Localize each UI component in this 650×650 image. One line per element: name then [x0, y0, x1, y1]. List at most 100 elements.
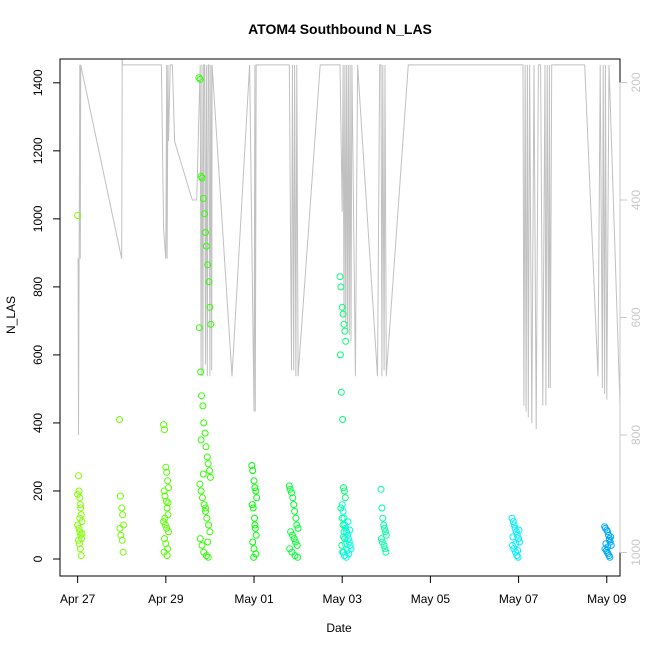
data-point [337, 283, 345, 291]
data-point [288, 489, 295, 497]
data-point [253, 494, 261, 502]
data-point [341, 327, 349, 335]
data-point [292, 514, 300, 522]
depth-trace-layer [77, 58, 621, 436]
series-3 [195, 74, 215, 561]
data-point [252, 531, 260, 539]
data-point [290, 501, 298, 509]
data-point [118, 536, 126, 544]
data-point [339, 310, 347, 318]
series-10 [601, 523, 615, 561]
data-point [379, 514, 387, 522]
data-point [345, 538, 353, 546]
data-point [75, 536, 82, 544]
depth-trace-line [77, 58, 621, 436]
data-point [291, 507, 299, 515]
right-tick-label: 400 [629, 190, 643, 210]
right-tick-label: 600 [629, 307, 643, 327]
data-point [382, 548, 390, 556]
data-point [77, 511, 85, 519]
data-point [203, 514, 211, 522]
data-point [286, 485, 294, 493]
data-point [249, 467, 257, 475]
data-point [250, 553, 258, 561]
y-tick-label: 1200 [31, 137, 45, 164]
data-point [202, 552, 210, 560]
x-tick-label: May 09 [587, 592, 627, 606]
data-point [77, 504, 85, 512]
data-point [163, 524, 171, 532]
data-point [285, 482, 293, 490]
data-point [251, 514, 258, 522]
data-point [160, 421, 168, 429]
data-point [346, 541, 354, 549]
data-point [377, 535, 385, 543]
data-point [339, 416, 347, 423]
data-point [338, 501, 346, 509]
data-point [251, 524, 259, 532]
data-point [339, 548, 347, 556]
data-point [381, 524, 388, 532]
data-point [382, 531, 390, 539]
data-point [338, 303, 346, 311]
y-tick-label: 1000 [31, 205, 45, 232]
data-point [206, 467, 213, 475]
data-point [606, 553, 614, 561]
data-point [201, 429, 209, 437]
data-point [204, 261, 212, 269]
data-point [165, 484, 172, 492]
data-point [338, 541, 346, 549]
data-point [164, 477, 172, 485]
data-point [340, 514, 348, 522]
y-axis-title: N_LAS [4, 296, 18, 334]
data-point [196, 480, 204, 488]
data-point [202, 504, 209, 512]
series-5 [285, 482, 302, 561]
data-point [120, 521, 127, 529]
y-tick-label: 1400 [31, 69, 45, 96]
data-point [165, 528, 172, 536]
y-tick-label: 400 [31, 413, 45, 433]
data-point [248, 462, 256, 469]
data-point [251, 484, 259, 492]
data-point [161, 426, 168, 434]
data-point [117, 531, 125, 539]
data-point [195, 74, 203, 82]
data-point [78, 530, 86, 537]
data-point [292, 538, 299, 546]
data-point [163, 552, 171, 560]
data-point [119, 548, 127, 556]
data-points-layer [74, 74, 615, 561]
axes-layer: Apr 27 Apr 29 May 01 May 03 May 05 May 07 May … [31, 69, 643, 606]
data-point [207, 320, 215, 328]
y-tick-label: 200 [31, 481, 45, 501]
data-point [202, 229, 209, 236]
data-point [345, 550, 353, 558]
data-point [293, 521, 301, 529]
data-point [381, 545, 389, 553]
data-point [75, 472, 82, 480]
data-point [161, 492, 169, 500]
data-point [160, 518, 168, 526]
data-point [514, 553, 522, 561]
right-tick-label: 200 [629, 72, 643, 92]
data-point [77, 552, 85, 560]
data-point [206, 473, 214, 481]
x-tick-label: May 03 [323, 592, 363, 606]
series-0 [74, 212, 86, 560]
data-point [251, 521, 259, 529]
data-point [162, 497, 170, 505]
right-tick-label: 1000 [629, 539, 643, 566]
data-point [342, 524, 350, 532]
x-tick-label: Apr 29 [148, 592, 184, 606]
data-point [76, 514, 84, 522]
y-tick-label: 800 [31, 277, 45, 297]
data-point [200, 501, 208, 509]
data-point [198, 174, 206, 182]
data-point [604, 543, 612, 551]
data-point [198, 392, 205, 400]
data-point [76, 501, 84, 509]
data-point [289, 494, 297, 502]
data-point [512, 540, 520, 548]
data-point [76, 545, 84, 553]
